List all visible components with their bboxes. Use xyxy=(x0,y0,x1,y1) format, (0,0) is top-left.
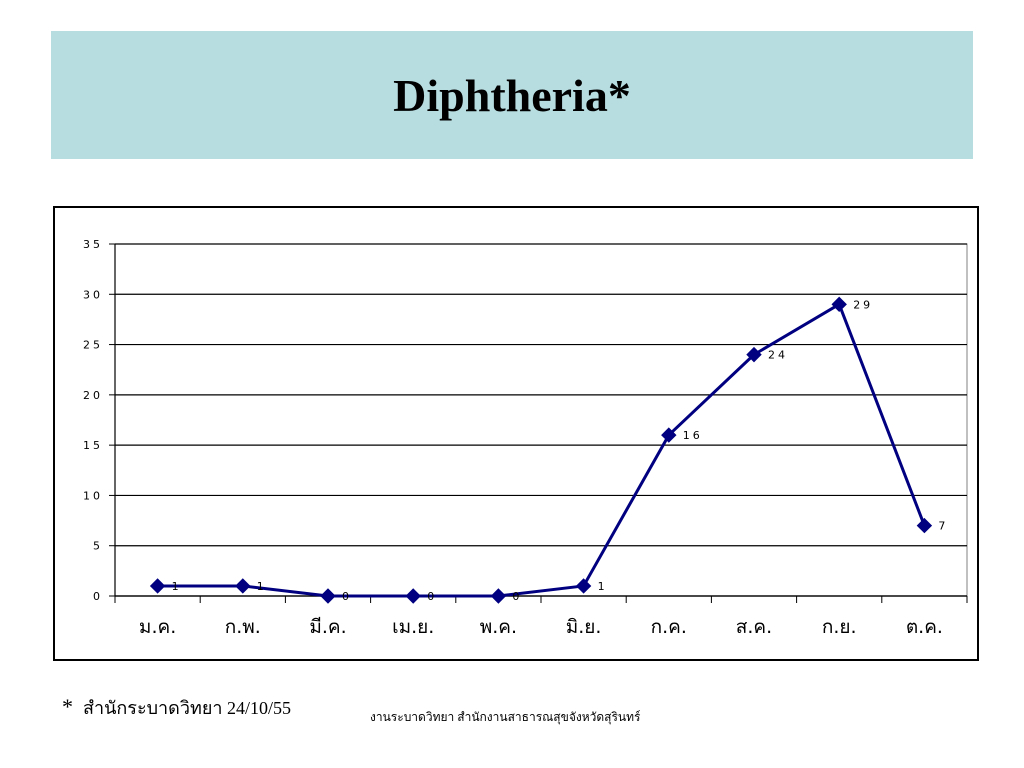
y-tick-label: 5 xyxy=(93,540,103,553)
y-tick-label: 0 xyxy=(93,590,103,603)
y-tick-label: 30 xyxy=(83,288,103,301)
data-point xyxy=(746,346,762,363)
y-tick-label: 25 xyxy=(83,339,103,352)
data-label: 0 xyxy=(342,590,352,603)
data-point xyxy=(490,588,507,604)
chart-frame: 0 5 10 15 20 25 30 35 ม.ค. ก.พ. มี.ค. เม.ย. พ.ค. มิ.ย… xyxy=(53,206,979,661)
page-title: Diphtheria* xyxy=(393,69,631,121)
data-point xyxy=(575,578,592,594)
x-tick-label: มี.ค. xyxy=(309,616,346,638)
x-tick-label: มิ.ย. xyxy=(566,616,602,638)
data-point xyxy=(320,588,336,604)
x-tick-label: พ.ค. xyxy=(480,616,517,638)
data-point xyxy=(235,578,251,594)
data-point xyxy=(831,296,847,313)
y-tick-label: 35 xyxy=(83,238,103,251)
data-label: 1 xyxy=(172,580,182,593)
data-point xyxy=(149,578,166,594)
y-tick-label: 10 xyxy=(83,489,103,502)
data-point xyxy=(661,427,677,443)
x-tick-label: ก.ย. xyxy=(822,616,857,638)
x-tick-label: ต.ค. xyxy=(906,616,943,638)
data-label: 7 xyxy=(938,520,948,533)
x-tick-label: เม.ย. xyxy=(392,616,434,638)
footer-credit: งานระบาดวิทยา สำนักงานสาธารณสุขจังหวัดสุ… xyxy=(370,710,641,724)
data-label: 24 xyxy=(768,349,788,362)
x-tick-label: ส.ค. xyxy=(736,616,772,638)
y-tick-label: 20 xyxy=(83,389,103,402)
x-tick-label: ก.ค. xyxy=(651,616,687,638)
data-label: 16 xyxy=(683,429,703,442)
data-label: 1 xyxy=(257,580,267,593)
data-label: 0 xyxy=(512,590,522,603)
data-label: 29 xyxy=(853,298,873,311)
data-label: 1 xyxy=(598,580,608,593)
title-band: Diphtheria* xyxy=(51,31,973,159)
source-footnote: * สำนักระบาดวิทยา 24/10/55 xyxy=(62,693,291,722)
data-point xyxy=(405,588,421,604)
x-tick-label: ก.พ. xyxy=(225,616,261,638)
x-tick-label: ม.ค. xyxy=(139,616,176,638)
footnote-text: สำนักระบาดวิทยา 24/10/55 xyxy=(83,698,291,718)
footnote-marker: * xyxy=(62,694,73,719)
data-label: 0 xyxy=(427,590,437,603)
data-point xyxy=(916,517,933,534)
y-tick-label: 15 xyxy=(83,439,103,452)
series-line xyxy=(157,302,926,598)
